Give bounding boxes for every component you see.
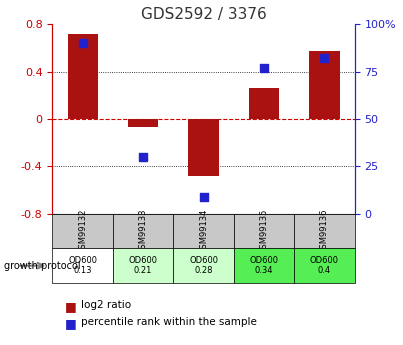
Bar (52, 248, 113, 283)
Bar (68, 33, 98, 119)
Bar (310, 51, 339, 119)
Text: OD600
0.4: OD600 0.4 (310, 256, 339, 275)
Text: GSM99135: GSM99135 (260, 208, 268, 254)
Text: GSM99133: GSM99133 (139, 208, 147, 254)
Text: OD600
0.28: OD600 0.28 (189, 256, 218, 275)
Text: OD600
0.21: OD600 0.21 (129, 256, 158, 275)
Text: log2 ratio: log2 ratio (81, 300, 131, 310)
Point (261, 65, 267, 70)
Point (321, 56, 328, 61)
Bar (173, 214, 234, 248)
Point (200, 194, 207, 199)
Bar (52, 214, 113, 248)
Text: GSM99132: GSM99132 (78, 208, 87, 254)
Bar (294, 248, 355, 283)
Bar (128, 119, 158, 127)
Bar (294, 214, 355, 248)
Text: GSM99136: GSM99136 (320, 208, 329, 254)
Text: growth protocol: growth protocol (4, 261, 81, 270)
Bar (189, 119, 219, 176)
Title: GDS2592 / 3376: GDS2592 / 3376 (141, 7, 266, 22)
Text: ■: ■ (64, 300, 76, 313)
Text: percentile rank within the sample: percentile rank within the sample (81, 317, 256, 327)
Text: OD600
0.34: OD600 0.34 (249, 256, 278, 275)
Bar (113, 248, 173, 283)
Point (140, 154, 146, 160)
Text: GSM99134: GSM99134 (199, 208, 208, 254)
Bar (234, 248, 294, 283)
Text: ■: ■ (64, 317, 76, 331)
Text: OD600
0.13: OD600 0.13 (68, 256, 97, 275)
Bar (249, 88, 279, 119)
Bar (173, 248, 234, 283)
Bar (113, 214, 173, 248)
Point (79, 40, 86, 46)
Bar (234, 214, 294, 248)
